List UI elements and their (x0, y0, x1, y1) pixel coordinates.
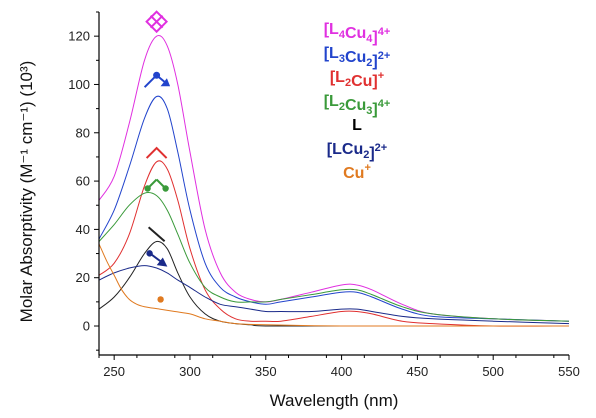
y-tick-label: 40 (76, 222, 90, 237)
legend-entry-2: [L2Cu]+ (330, 69, 384, 90)
y-tick-label: 60 (76, 174, 90, 189)
x-ticks: 250 300 350 400 450 500 550 (98, 355, 580, 379)
x-tick-label: 300 (179, 364, 201, 379)
series-marker-6 (157, 296, 164, 303)
series-marker-4 (147, 226, 166, 242)
series-marker-2 (145, 146, 168, 159)
x-tick-label: 350 (255, 364, 277, 379)
series-marker-0 (145, 10, 169, 34)
legend-entry-0: [L4Cu4]4+ (324, 21, 391, 46)
series-line-2 (98, 160, 570, 327)
x-tick-label: 400 (331, 364, 353, 379)
x-tick-label: 250 (103, 364, 125, 379)
legend-entry-6: Cu+ (343, 162, 371, 182)
x-tick-label: 500 (482, 364, 504, 379)
series-curves (98, 35, 570, 327)
series-marker-1 (143, 71, 171, 88)
series-markers (143, 10, 171, 303)
x-tick-label: 550 (558, 364, 580, 379)
y-tick-label: 80 (76, 125, 90, 140)
series-marker-3 (144, 178, 169, 192)
series-line-6 (98, 243, 569, 327)
y-axis-title: Molar Absorptivity (M⁻¹ cm⁻¹) (10³) (17, 61, 36, 323)
y-ticks: 0 20 40 60 80 100 120 (68, 11, 99, 351)
x-tick-label: 450 (407, 364, 429, 379)
y-tick-label: 0 (83, 319, 90, 334)
legend-entry-5: [LCu2]2+ (327, 141, 387, 162)
legend-entry-1: [L3Cu2]2+ (324, 45, 391, 70)
y-tick-label: 20 (76, 270, 90, 285)
series-line-0 (98, 35, 570, 322)
legend-entry-4: L (352, 117, 362, 134)
series-line-5 (98, 265, 570, 325)
series-line-3 (98, 192, 570, 322)
x-axis-title: Wavelength (nm) (270, 391, 399, 410)
series-line-1 (98, 95, 570, 322)
y-tick-label: 120 (68, 29, 90, 44)
series-marker-5 (146, 250, 168, 267)
legend: [L4Cu4]4+[L3Cu2]2+[L2Cu]+ [L2Cu3]4+L [LCu2… (324, 21, 391, 182)
axes (98, 12, 569, 356)
y-tick-label: 100 (68, 77, 90, 92)
legend-entry-3: [L2Cu3]4+ (324, 93, 391, 118)
series-line-4 (98, 240, 569, 327)
